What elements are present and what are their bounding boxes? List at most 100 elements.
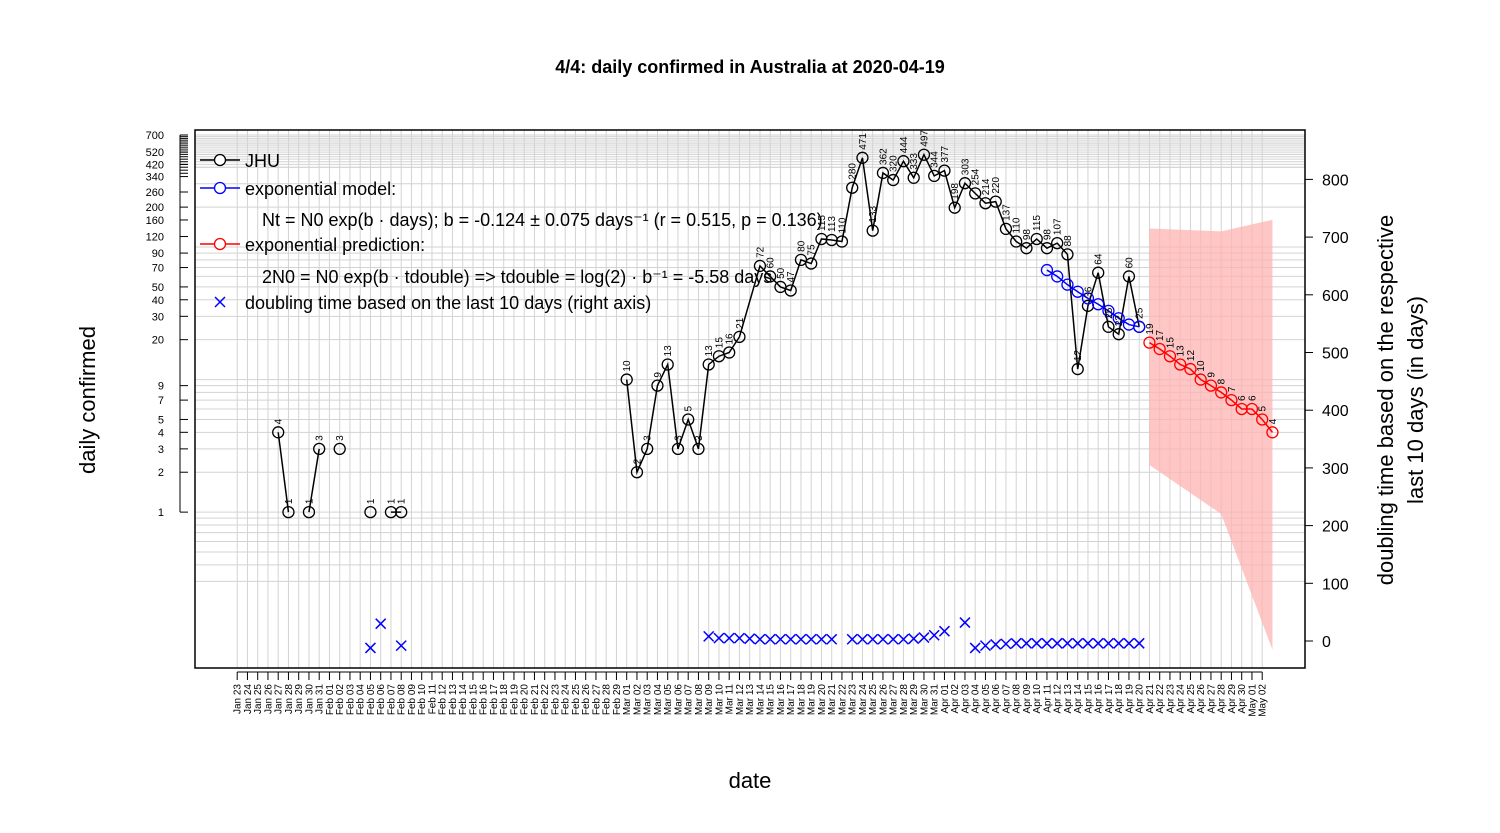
jhu-value-label: 88 xyxy=(1063,235,1074,247)
prediction-value-label: 17 xyxy=(1155,329,1166,341)
doubling-time-marker xyxy=(815,633,827,645)
model-point xyxy=(1092,298,1105,311)
x-tick-label: Feb 19 xyxy=(509,684,520,716)
x-tick-label: Apr 17 xyxy=(1104,684,1115,714)
y-tick-label: 20 xyxy=(152,335,164,347)
x-tick-label: Jan 23 xyxy=(233,684,244,714)
jhu-line xyxy=(625,152,1140,476)
jhu-point xyxy=(938,164,951,177)
doubling-time-marker xyxy=(1133,637,1145,649)
x-tick-label: Apr 28 xyxy=(1217,684,1228,714)
prediction-value-label: 4 xyxy=(1268,418,1279,424)
doubling-x-stroke xyxy=(1041,637,1053,649)
doubling-time-marker xyxy=(375,618,387,630)
x-tick-label: Feb 01 xyxy=(325,684,336,716)
jhu-value-label: 1 xyxy=(304,498,315,504)
jhu-point xyxy=(682,413,695,426)
doubling-x-stroke xyxy=(928,629,940,641)
prediction-point xyxy=(1194,373,1207,386)
jhu-value-label: 220 xyxy=(991,177,1002,194)
jhu-value-label: 25 xyxy=(1135,307,1146,319)
doubling-time-marker xyxy=(1123,637,1135,649)
jhu-point xyxy=(1112,328,1125,341)
doubling-x-stroke xyxy=(826,633,838,645)
y-tick-label: 5 xyxy=(158,414,164,426)
prediction-value-label: 6 xyxy=(1247,395,1258,401)
doubling-time-marker xyxy=(723,632,735,644)
doubling-time-marker xyxy=(897,633,909,645)
jhu-value-label: 280 xyxy=(848,163,859,180)
x-tick-label: Feb 16 xyxy=(479,684,490,716)
doubling-x-stroke xyxy=(918,632,930,644)
model-point xyxy=(1061,278,1074,291)
model-point xyxy=(1071,285,1084,298)
x-tick-label: Mar 09 xyxy=(704,684,715,716)
jhu-point xyxy=(620,373,633,386)
prediction-point xyxy=(1266,426,1279,439)
x-tick-label: Apr 04 xyxy=(971,684,982,714)
doubling-time-marker xyxy=(1051,637,1063,649)
model-point xyxy=(1102,304,1115,317)
x-tick-label: Jan 26 xyxy=(263,684,274,714)
y-tick-label: 70 xyxy=(152,263,164,275)
prediction-value-label: 13 xyxy=(1176,345,1187,357)
doubling-x-stroke xyxy=(754,633,766,645)
legend-prediction-formula: 2N0 = N0 exp(b · tdouble) => tdouble = l… xyxy=(262,267,772,287)
doubling-x-stroke xyxy=(990,638,1002,650)
doubling-x-stroke xyxy=(1102,637,1114,649)
doubling-time-marker xyxy=(713,632,725,644)
jhu-point xyxy=(651,379,664,392)
doubling-x-stroke xyxy=(1123,637,1135,649)
x-tick-label: Mar 28 xyxy=(899,684,910,716)
jhu-value-label: 1 xyxy=(386,498,397,504)
y-tick-label: 4 xyxy=(158,427,164,439)
x-tick-label: Mar 02 xyxy=(632,684,643,716)
doubling-time-marker xyxy=(1000,638,1012,650)
y2-axis-title-line2: last 10 days (in days) xyxy=(1403,296,1428,504)
jhu-value-label: 320 xyxy=(889,155,900,172)
jhu-point xyxy=(313,442,326,456)
x-tick-label: Feb 06 xyxy=(376,684,387,716)
doubling-time-marker xyxy=(795,633,807,645)
x-tick-label: Apr 05 xyxy=(981,684,992,714)
doubling-time-marker xyxy=(733,632,745,644)
x-tick-label: Mar 14 xyxy=(755,684,766,716)
doubling-x-stroke xyxy=(1000,638,1012,650)
model-point xyxy=(1081,292,1095,305)
x-tick-label: Jan 24 xyxy=(243,684,254,714)
doubling-x-stroke xyxy=(1031,637,1043,649)
x-tick-label: Feb 09 xyxy=(407,684,418,716)
y2-tick-label: 400 xyxy=(1322,403,1349,420)
x-tick-label: Mar 21 xyxy=(827,684,838,716)
jhu-point xyxy=(671,442,685,456)
doubling-time-marker xyxy=(785,633,797,645)
jhu-point xyxy=(764,270,777,283)
x-tick-label: Mar 29 xyxy=(909,684,920,716)
doubling-x-stroke xyxy=(774,633,786,645)
doubling-time-marker xyxy=(990,638,1002,650)
doubling-time-marker xyxy=(908,633,920,645)
doubling-x-stroke xyxy=(1020,637,1032,649)
doubling-time-marker xyxy=(887,633,899,645)
x-tick-label: May 02 xyxy=(1258,684,1269,717)
y-tick-label: 30 xyxy=(152,311,164,323)
jhu-point xyxy=(384,505,398,519)
x-tick-label: Feb 15 xyxy=(468,684,479,716)
jhu-value-label: 50 xyxy=(776,267,787,279)
x-tick-label: Mar 23 xyxy=(848,684,859,716)
x-tick-label: Apr 15 xyxy=(1083,684,1094,714)
y2-tick-label: 600 xyxy=(1322,288,1349,305)
doubling-x-stroke xyxy=(1082,637,1094,649)
jhu-point xyxy=(1061,248,1074,261)
x-tick-label: Feb 13 xyxy=(448,684,459,716)
x-tick-label: Mar 08 xyxy=(694,684,705,716)
jhu-point xyxy=(784,284,797,297)
x-tick-label: Jan 30 xyxy=(304,684,315,714)
jhu-value-label: 60 xyxy=(766,257,777,269)
legend-prediction-label: exponential prediction: xyxy=(245,235,425,255)
jhu-line xyxy=(277,432,290,513)
x-tick-label: Feb 28 xyxy=(602,684,613,716)
legend-model-formula: Nt = N0 exp(b · days); b = -0.124 ± 0.07… xyxy=(262,210,823,230)
model-point xyxy=(1040,263,1054,277)
